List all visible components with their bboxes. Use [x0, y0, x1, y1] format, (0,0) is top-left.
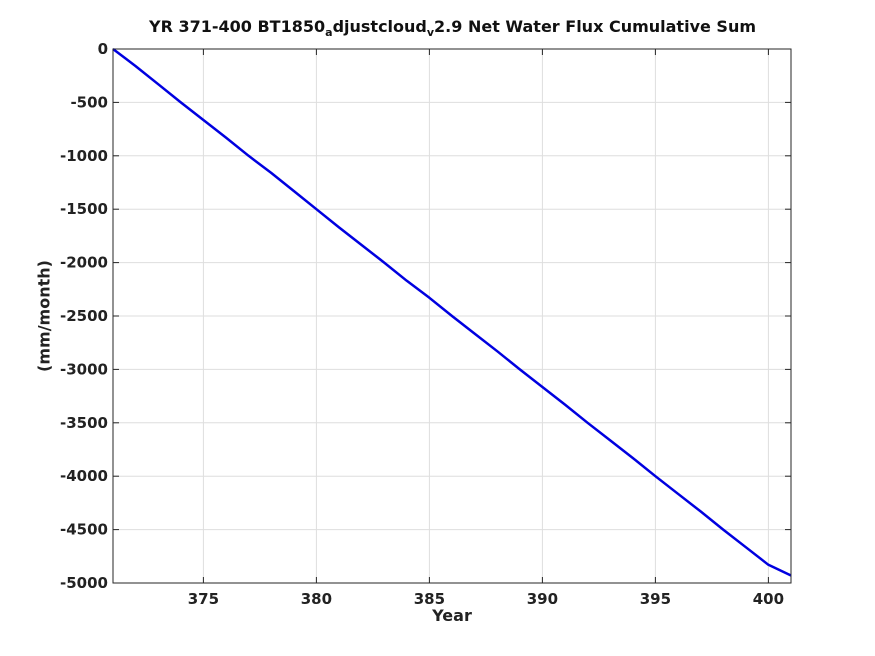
- y-axis-label: (mm/month): [34, 260, 54, 372]
- y-tick-label: -3500: [60, 414, 108, 432]
- grid-layer: [113, 48, 791, 584]
- tick-layer: 375 380 385 390 395 400 0 -500 -1000 -1500 -2000 -2…: [60, 40, 791, 608]
- y-tick-label: -5000: [60, 574, 108, 592]
- x-tick-label: 400: [753, 590, 784, 608]
- x-tick-label: 395: [640, 590, 671, 608]
- series-line: [112, 48, 792, 577]
- x-tick-label: 385: [414, 590, 445, 608]
- x-tick-label: 380: [301, 590, 332, 608]
- y-tick-label: -500: [70, 93, 108, 111]
- y-tick-label: -2500: [60, 307, 108, 325]
- y-tick-label: -2000: [60, 254, 108, 272]
- x-tick-label: 390: [527, 590, 558, 608]
- chart-title: YR 371-400 BT1850adjustcloudv2.9 Net Wat…: [149, 17, 756, 40]
- series-layer: [112, 48, 792, 577]
- y-tick-label: -1000: [60, 147, 108, 165]
- y-tick-label: 0: [98, 40, 108, 58]
- x-tick-label: 375: [188, 590, 219, 608]
- y-tick-label: -1500: [60, 200, 108, 218]
- y-tick-label: -4000: [60, 467, 108, 485]
- y-tick-label: -4500: [60, 521, 108, 539]
- x-axis-label: Year: [432, 606, 472, 625]
- y-tick-label: -3000: [60, 360, 108, 378]
